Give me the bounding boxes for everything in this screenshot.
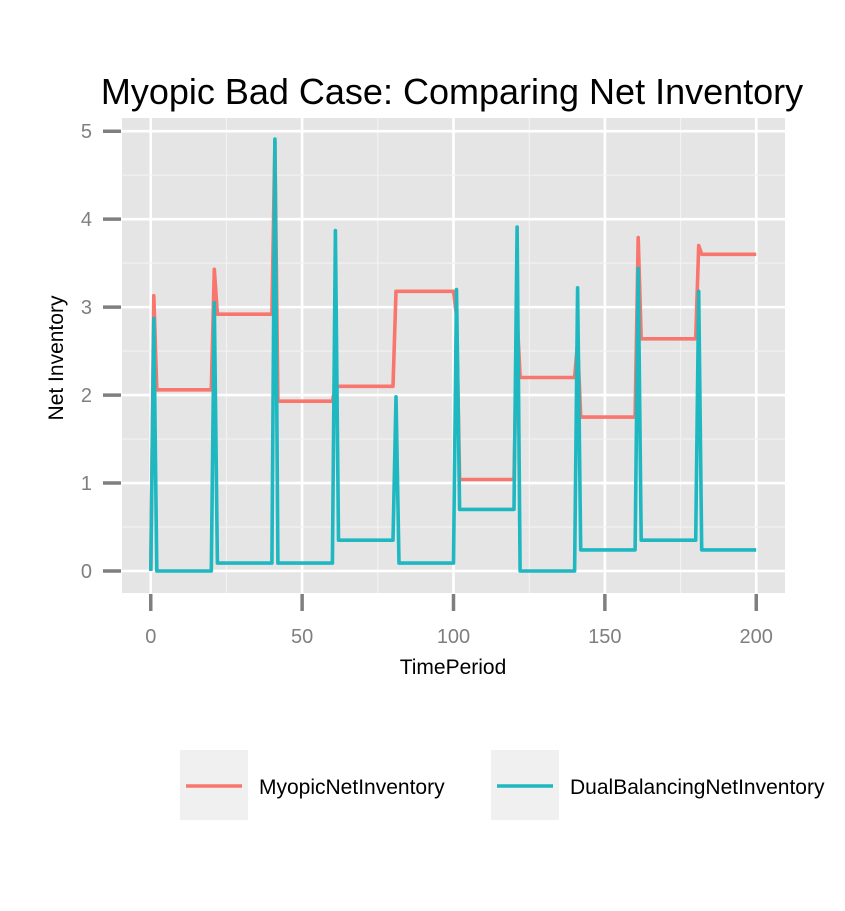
series-lines (149, 137, 757, 573)
y-tick-label: 2 (81, 385, 92, 407)
y-tick-label: 4 (81, 209, 92, 231)
legend: MyopicNetInventory DualBalancingNetInvent… (180, 750, 825, 820)
legend-label-1: DualBalancingNetInventory (570, 776, 825, 799)
x-tick-label: 50 (291, 626, 313, 648)
x-tick-label: 200 (740, 626, 773, 648)
x-tick-label: 100 (437, 626, 470, 648)
legend-label-0: MyopicNetInventory (259, 776, 445, 799)
y-tick-label: 3 (81, 297, 92, 319)
x-axis-ticks: 0 50 100 150 200 (145, 594, 773, 648)
y-tick-label: 1 (81, 473, 92, 495)
series-line-1 (149, 137, 757, 573)
y-axis-ticks: 0 1 2 3 4 5 (81, 121, 121, 583)
y-tick-label: 0 (81, 561, 92, 583)
y-axis-title: Net Inventory (45, 295, 68, 420)
x-tick-label: 150 (588, 626, 621, 648)
y-tick-label: 5 (81, 121, 92, 143)
x-axis-title: TimePeriod (400, 656, 507, 679)
x-tick-label: 0 (145, 626, 156, 648)
chart-title: Myopic Bad Case: Comparing Net Inventory (101, 71, 803, 112)
